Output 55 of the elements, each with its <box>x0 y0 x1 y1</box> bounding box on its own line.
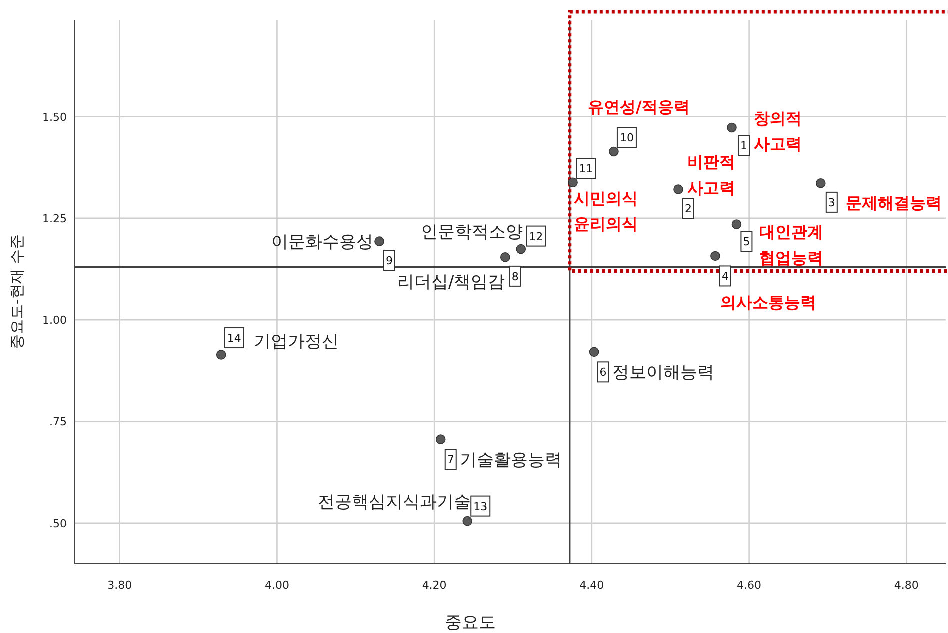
point <box>727 122 737 133</box>
point <box>710 251 720 262</box>
point <box>609 146 619 157</box>
annotation: 12 <box>529 230 544 244</box>
annotation: 비판적 사고력 <box>687 152 736 198</box>
annotation: 1 <box>740 140 748 153</box>
y-tick-label: .75 <box>50 416 67 429</box>
annotation: 기술활용능력 <box>460 450 562 471</box>
annotation: 4 <box>722 270 729 284</box>
annotation: 전공핵심지식과기술 <box>318 492 472 512</box>
y-axis-title: 중요도-현재 수준 <box>8 234 26 350</box>
point <box>462 516 473 526</box>
annotation: 인문학적소양 <box>421 222 524 242</box>
annotation: 10 <box>620 132 634 145</box>
annotation: 2 <box>684 202 692 216</box>
annotation: 11 <box>579 162 594 176</box>
y-tick-label: 1.25 <box>42 212 67 226</box>
annotation: 7 <box>447 454 454 467</box>
x-tick-label: 4.80 <box>894 579 919 592</box>
x-tick-label: 4.40 <box>580 579 604 592</box>
annotation: 유연성/적응력 <box>588 98 690 117</box>
point <box>816 178 826 188</box>
annotation: 5 <box>743 236 750 249</box>
y-tick-label: 1.50 <box>42 110 67 124</box>
annotation: 리더십/책임감 <box>398 272 506 292</box>
point <box>568 178 578 188</box>
x-tick-label: 3.80 <box>108 579 132 592</box>
annotation: 기업가정신 <box>254 332 339 352</box>
annotation: 정보이해능력 <box>612 363 714 384</box>
y-tick-label: 1.00 <box>42 314 67 328</box>
annotation: 대인관계 협업능력 <box>760 222 824 268</box>
annotation: 9 <box>386 254 393 268</box>
point <box>374 236 384 246</box>
annotation: 13 <box>474 500 488 514</box>
point <box>589 347 600 358</box>
annotation: 이문화수용성 <box>271 232 374 253</box>
annotation: 6 <box>600 366 607 380</box>
x-tick-label: 4.00 <box>264 579 290 592</box>
annotation: 문제해결능력 <box>846 193 942 212</box>
point <box>216 350 226 360</box>
annotation: 3 <box>828 196 836 210</box>
x-tick-label: 4.60 <box>737 579 762 592</box>
y-tick-label: .50 <box>50 517 67 530</box>
x-tick-label: 4.20 <box>422 579 447 592</box>
point <box>500 252 510 262</box>
point <box>436 434 446 444</box>
annotation: 의사소통능력 <box>720 293 816 312</box>
point <box>732 220 742 230</box>
annotation: 14 <box>227 332 242 346</box>
x-axis-title: 중요도 <box>445 613 496 633</box>
point <box>516 244 526 254</box>
point <box>674 184 684 194</box>
annotation: 8 <box>512 270 519 284</box>
annotation: 시민의식 윤리의식 <box>574 188 638 234</box>
annotation: 창의적 사고력 <box>754 108 802 154</box>
